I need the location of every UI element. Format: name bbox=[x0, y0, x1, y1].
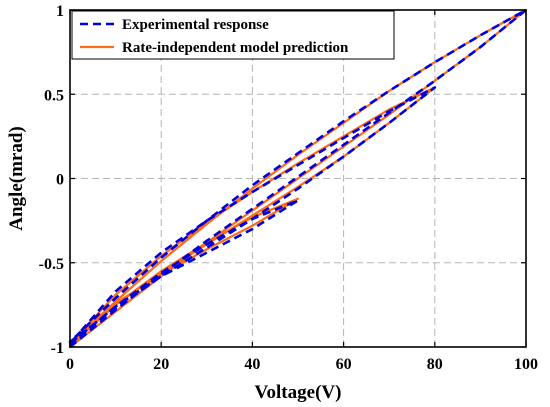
x-tick-label: 0 bbox=[66, 356, 74, 373]
x-tick-labels: 0 20 40 60 80 100 bbox=[66, 356, 538, 373]
x-axis-label: Voltage(V) bbox=[255, 382, 342, 403]
x-tick-label: 20 bbox=[153, 356, 169, 373]
series-experimental-line bbox=[68, 8, 528, 349]
legend-label-experimental: Experimental response bbox=[122, 17, 269, 33]
y-tick-label: -0.5 bbox=[39, 256, 64, 273]
y-tick-label: -1 bbox=[51, 340, 64, 357]
legend-label-model: Rate-independent model prediction bbox=[122, 40, 349, 56]
y-tick-labels: -1 -0.5 0 0.5 1 bbox=[39, 3, 64, 357]
x-tick-label: 60 bbox=[336, 356, 352, 373]
grid-lines bbox=[70, 10, 526, 347]
legend: Experimental response Rate-independent m… bbox=[71, 10, 395, 60]
y-tick-label: 1 bbox=[56, 3, 64, 20]
x-tick-label: 40 bbox=[244, 356, 260, 373]
series-layer bbox=[68, 8, 528, 349]
x-tick-label: 100 bbox=[514, 356, 538, 373]
y-tick-label: 0 bbox=[56, 172, 64, 189]
legend-box bbox=[71, 10, 395, 60]
y-axis-label: Angle(mrad) bbox=[6, 126, 27, 230]
y-tick-label: 0.5 bbox=[44, 87, 64, 104]
x-tick-label: 80 bbox=[427, 356, 443, 373]
